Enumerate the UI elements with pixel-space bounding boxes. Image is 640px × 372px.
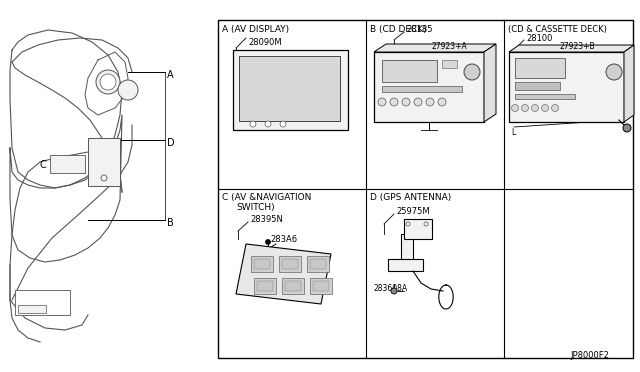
Bar <box>515 82 560 90</box>
Text: D: D <box>167 138 175 148</box>
Text: 25975M: 25975M <box>396 207 429 216</box>
Circle shape <box>378 98 386 106</box>
Text: 283A6: 283A6 <box>270 235 297 244</box>
Text: 28100: 28100 <box>526 34 552 43</box>
Circle shape <box>96 70 120 94</box>
Circle shape <box>438 98 446 106</box>
Bar <box>257 281 273 291</box>
Text: 28395N: 28395N <box>250 215 283 224</box>
Bar <box>509 52 624 122</box>
Text: L: L <box>511 128 515 137</box>
Bar <box>307 256 329 272</box>
Polygon shape <box>374 44 496 52</box>
Circle shape <box>118 80 138 100</box>
Circle shape <box>511 105 518 112</box>
Text: (CD & CASSETTE DECK): (CD & CASSETTE DECK) <box>508 25 607 34</box>
Circle shape <box>552 105 559 112</box>
Text: B (CD DECK): B (CD DECK) <box>370 25 427 34</box>
Circle shape <box>424 222 428 226</box>
Circle shape <box>101 175 107 181</box>
Bar <box>282 259 298 269</box>
Circle shape <box>390 98 398 106</box>
Circle shape <box>265 121 271 127</box>
Polygon shape <box>484 44 496 122</box>
Bar <box>404 219 432 239</box>
Text: C: C <box>40 160 47 170</box>
Bar <box>254 278 276 294</box>
Text: A: A <box>167 70 173 80</box>
Text: 27923+B: 27923+B <box>559 42 595 51</box>
Bar <box>218 20 633 358</box>
Text: D (GPS ANTENNA): D (GPS ANTENNA) <box>370 193 451 202</box>
Text: 28185: 28185 <box>406 25 433 34</box>
Text: 28090M: 28090M <box>248 38 282 47</box>
Circle shape <box>266 240 271 244</box>
Circle shape <box>100 74 116 90</box>
Bar <box>254 259 270 269</box>
Bar <box>442 60 457 68</box>
Bar <box>515 94 575 99</box>
Polygon shape <box>624 45 634 122</box>
Bar <box>313 281 329 291</box>
Bar <box>251 256 273 272</box>
Circle shape <box>531 105 538 112</box>
Bar <box>285 281 301 291</box>
Text: SWITCH): SWITCH) <box>236 203 275 212</box>
Circle shape <box>402 98 410 106</box>
Circle shape <box>414 98 422 106</box>
Circle shape <box>250 121 256 127</box>
Polygon shape <box>236 244 331 304</box>
Circle shape <box>406 222 410 226</box>
Circle shape <box>464 64 480 80</box>
Bar <box>279 256 301 272</box>
Bar <box>310 259 326 269</box>
Bar <box>388 259 423 271</box>
Text: C (AV &NAVIGATION: C (AV &NAVIGATION <box>222 193 312 202</box>
Bar <box>382 86 462 92</box>
Circle shape <box>623 124 631 132</box>
Bar <box>282 278 304 294</box>
Bar <box>310 278 332 294</box>
Bar <box>233 50 348 130</box>
Text: A (AV DISPLAY): A (AV DISPLAY) <box>222 25 289 34</box>
Bar <box>239 56 340 121</box>
Circle shape <box>426 98 434 106</box>
Bar <box>15 290 70 315</box>
Bar <box>515 58 565 78</box>
Text: JP8000F2: JP8000F2 <box>570 351 609 360</box>
Text: B: B <box>167 218 173 228</box>
Bar <box>50 155 85 173</box>
Circle shape <box>541 105 548 112</box>
Bar <box>374 52 484 122</box>
Bar <box>382 60 437 82</box>
Bar <box>401 234 413 269</box>
Circle shape <box>522 105 529 112</box>
Polygon shape <box>509 45 634 52</box>
Text: 283608A: 283608A <box>374 284 408 293</box>
Bar <box>88 138 120 186</box>
Circle shape <box>606 64 622 80</box>
Text: 27923+A: 27923+A <box>431 42 467 51</box>
Bar <box>18 305 46 313</box>
Circle shape <box>391 288 397 294</box>
Circle shape <box>280 121 286 127</box>
